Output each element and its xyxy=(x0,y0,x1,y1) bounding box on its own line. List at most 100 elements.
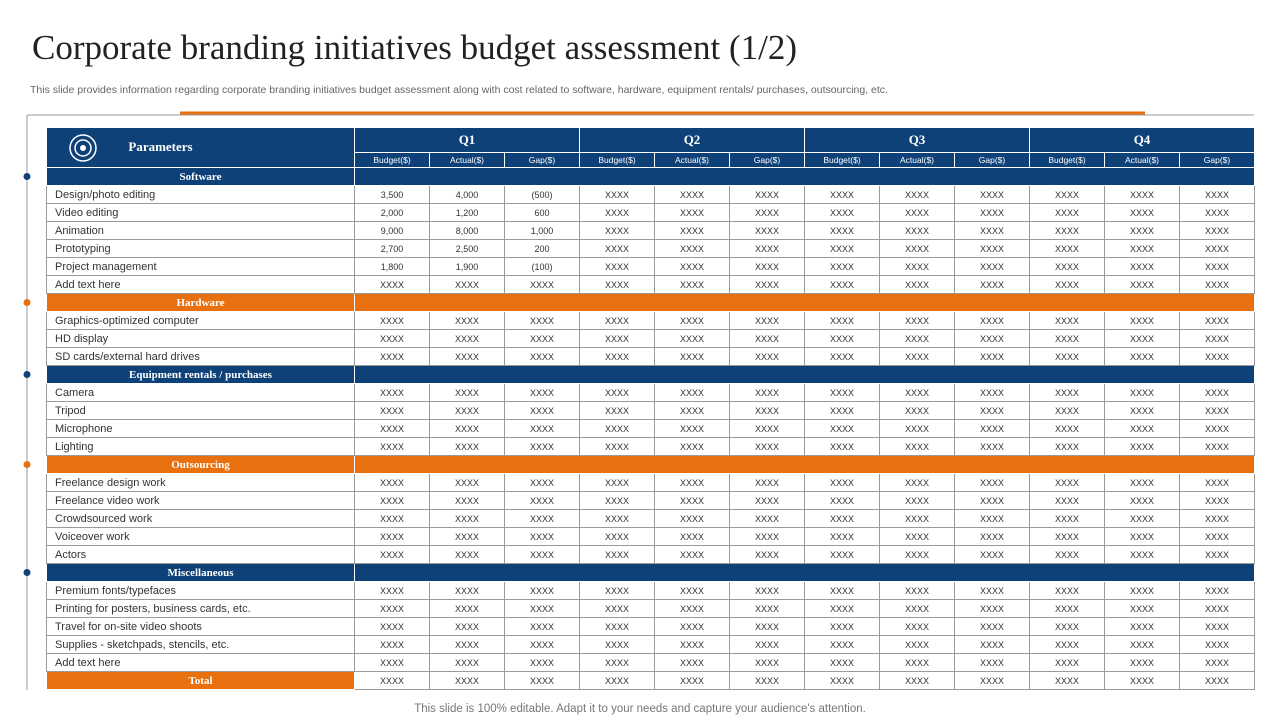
cell: XXXX xyxy=(879,401,955,420)
cell: XXXX xyxy=(954,347,1030,366)
cell: XXXX xyxy=(954,545,1030,564)
cell: XXXX xyxy=(954,311,1030,330)
cell: XXXX xyxy=(729,473,805,492)
cell: XXXX xyxy=(504,599,580,618)
cell: XXXX xyxy=(879,419,955,438)
cell: XXXX xyxy=(1104,473,1180,492)
cell: XXXX xyxy=(1029,617,1105,636)
cell: XXXX xyxy=(954,419,1030,438)
cell: XXXX xyxy=(954,491,1030,510)
cell: XXXX xyxy=(879,653,955,672)
row-label: Premium fonts/typefaces xyxy=(46,581,355,600)
cell: XXXX xyxy=(1104,599,1180,618)
cell: XXXX xyxy=(804,275,880,294)
cell: XXXX xyxy=(729,419,805,438)
cell: XXXX xyxy=(504,311,580,330)
data-row: Lighting XXXX XXXX XXXX XXXX XXXX XXXX XXXX XXXX… xyxy=(46,437,1255,456)
subheader: Actual($) xyxy=(879,152,955,168)
cell: XXXX xyxy=(579,239,655,258)
row-label: Freelance video work xyxy=(46,491,355,510)
cell: XXXX xyxy=(1029,275,1105,294)
cell: XXXX xyxy=(879,257,955,276)
cell: XXXX xyxy=(729,509,805,528)
cell: XXXX xyxy=(1029,185,1105,204)
cell: XXXX xyxy=(579,329,655,348)
data-row: Add text here XXXX XXXX XXXX XXXX XXXX XXXX XXX… xyxy=(46,275,1255,294)
parameters-header: Parameters xyxy=(46,127,355,168)
cell: XXXX xyxy=(1179,419,1255,438)
cell: XXXX xyxy=(579,527,655,546)
quarter-header: Q2 xyxy=(579,127,805,153)
cell: 2,000 xyxy=(354,203,430,222)
cell: XXXX xyxy=(1179,617,1255,636)
cell: XXXX xyxy=(954,671,1030,690)
cell: XXXX xyxy=(804,491,880,510)
icon xyxy=(69,133,98,162)
cell: XXXX xyxy=(579,311,655,330)
cell: XXXX xyxy=(729,257,805,276)
cell: XXXX xyxy=(429,437,505,456)
cell: XXXX xyxy=(729,617,805,636)
row-label: Actors xyxy=(46,545,355,564)
cell: XXXX xyxy=(804,437,880,456)
cell: XXXX xyxy=(504,383,580,402)
cell: XXXX xyxy=(429,617,505,636)
row-label: Animation xyxy=(46,221,355,240)
cell: XXXX xyxy=(1179,401,1255,420)
cell: 3,500 xyxy=(354,185,430,204)
subheader: Gap($) xyxy=(504,152,580,168)
cell: 600 xyxy=(504,203,580,222)
cell: XXXX xyxy=(579,599,655,618)
subheader: Actual($) xyxy=(1104,152,1180,168)
cell: XXXX xyxy=(579,185,655,204)
cell: XXXX xyxy=(1104,203,1180,222)
cell: XXXX xyxy=(1029,419,1105,438)
cell: 1,900 xyxy=(429,257,505,276)
cell: XXXX xyxy=(654,329,730,348)
cell: XXXX xyxy=(504,617,580,636)
cell: XXXX xyxy=(1104,329,1180,348)
cell: XXXX xyxy=(1029,401,1105,420)
cell: XXXX xyxy=(1029,527,1105,546)
cell: XXXX xyxy=(429,311,505,330)
cell: XXXX xyxy=(729,599,805,618)
section-row: Equipment rentals / purchases xyxy=(46,365,1255,384)
cell: XXXX xyxy=(1104,545,1180,564)
cell: 200 xyxy=(504,239,580,258)
cell: XXXX xyxy=(429,419,505,438)
cell: XXXX xyxy=(879,473,955,492)
cell: XXXX xyxy=(429,383,505,402)
cell: XXXX xyxy=(804,419,880,438)
total-label: Total xyxy=(46,671,355,690)
cell: XXXX xyxy=(804,617,880,636)
cell: XXXX xyxy=(504,437,580,456)
cell: XXXX xyxy=(1029,491,1105,510)
cell: XXXX xyxy=(354,419,430,438)
cell: XXXX xyxy=(654,437,730,456)
section-dot xyxy=(23,569,31,576)
cell: XXXX xyxy=(1104,347,1180,366)
cell: XXXX xyxy=(1029,311,1105,330)
cell: XXXX xyxy=(954,239,1030,258)
cell: XXXX xyxy=(429,527,505,546)
cell: XXXX xyxy=(429,581,505,600)
cell: XXXX xyxy=(504,347,580,366)
cell: XXXX xyxy=(879,203,955,222)
cell: XXXX xyxy=(654,185,730,204)
row-label: Supplies - sketchpads, stencils, etc. xyxy=(46,635,355,654)
cell: XXXX xyxy=(429,473,505,492)
cell: XXXX xyxy=(654,239,730,258)
row-label: Prototyping xyxy=(46,239,355,258)
cell: XXXX xyxy=(879,329,955,348)
cell: XXXX xyxy=(804,311,880,330)
cell: XXXX xyxy=(579,671,655,690)
cell: XXXX xyxy=(579,653,655,672)
cell: XXXX xyxy=(579,221,655,240)
cell: XXXX xyxy=(729,527,805,546)
cell: XXXX xyxy=(579,401,655,420)
cell: XXXX xyxy=(1179,527,1255,546)
cell: XXXX xyxy=(429,275,505,294)
quarter-header: Q4 xyxy=(1029,127,1255,153)
cell: XXXX xyxy=(879,383,955,402)
cell: XXXX xyxy=(354,581,430,600)
